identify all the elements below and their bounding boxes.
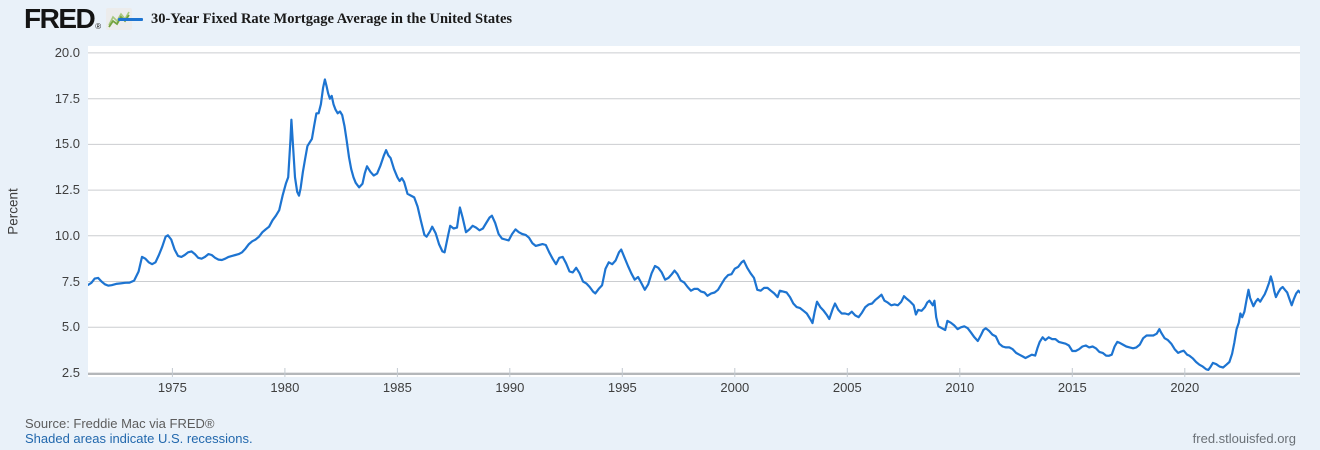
x-tick-label: 2000 xyxy=(720,380,750,395)
mortgage-rate-line xyxy=(88,78,1300,371)
recession-note-link[interactable]: Shaded areas indicate U.S. recessions. xyxy=(25,431,253,446)
y-tick-label: 15.0 xyxy=(54,136,80,152)
legend[interactable]: 30-Year Fixed Rate Mortgage Average in t… xyxy=(118,11,512,28)
y-tick-label: 2.5 xyxy=(61,364,80,380)
x-tick-label: 1985 xyxy=(382,380,412,395)
source-attribution: Source: Freddie Mac via FRED® xyxy=(25,416,215,431)
x-tick-label: 1990 xyxy=(495,380,525,395)
y-tick-label: 17.5 xyxy=(54,90,80,106)
y-tick-label: 10.0 xyxy=(54,227,80,243)
y-tick-label: 5.0 xyxy=(61,319,80,335)
series-title: 30-Year Fixed Rate Mortgage Average in t… xyxy=(151,11,513,27)
x-tick-label: 1995 xyxy=(607,380,637,395)
x-axis-ticks xyxy=(171,368,1186,377)
fred-logo-text: FRED xyxy=(24,3,96,34)
y-axis-label: Percent xyxy=(5,188,21,235)
y-tick-label: 12.5 xyxy=(54,182,80,198)
x-tick-label: 2010 xyxy=(945,380,975,395)
y-tick-label: 7.5 xyxy=(61,273,80,289)
chart-plot-area[interactable] xyxy=(88,46,1300,377)
gridlines xyxy=(88,52,1300,374)
legend-line-swatch xyxy=(118,17,143,22)
x-tick-label: 1980 xyxy=(270,380,300,395)
x-tick-label: 1975 xyxy=(157,380,187,395)
x-tick-label: 2020 xyxy=(1170,380,1200,395)
registered-trademark-symbol: ® xyxy=(95,22,102,31)
x-tick-label: 2015 xyxy=(1057,380,1087,395)
y-tick-label: 20.0 xyxy=(54,44,80,60)
x-tick-label: 2005 xyxy=(832,380,862,395)
fred-site-link[interactable]: fred.stlouisfed.org xyxy=(1192,431,1296,446)
fred-logo[interactable]: FRED ® xyxy=(24,3,133,34)
